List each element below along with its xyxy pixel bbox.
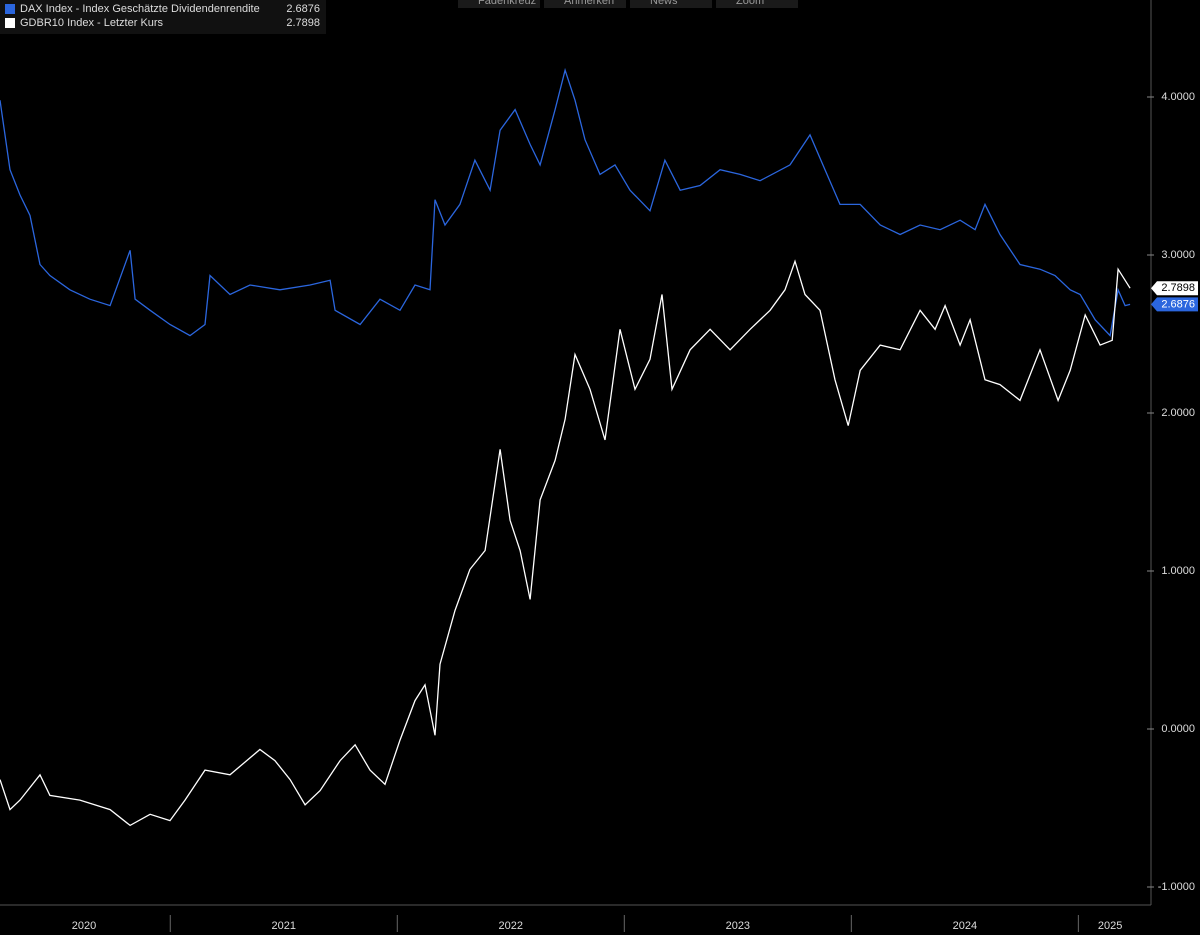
y-tick-label: -1.0000 <box>1158 881 1195 893</box>
y-tick-label: 3.0000 <box>1161 249 1195 261</box>
y-tick-label: 4.0000 <box>1161 91 1195 103</box>
legend-swatch <box>5 4 15 14</box>
legend-box <box>0 0 326 34</box>
last-value-label: 2.6876 <box>1161 298 1195 310</box>
toolbar-button[interactable] <box>630 0 712 8</box>
legend-label: GDBR10 Index - Letzter Kurs <box>20 17 164 29</box>
toolbar: Fadenkreuz Anmerken News Zoom <box>458 0 798 8</box>
y-tick-label: 0.0000 <box>1161 723 1195 735</box>
x-tick-label: 2024 <box>953 920 977 932</box>
last-value-label: 2.7898 <box>1161 282 1195 294</box>
last-value-tag <box>1151 297 1198 312</box>
legend-label: DAX Index - Index Geschätzte Dividendenr… <box>20 3 260 15</box>
legend-value: 2.6876 <box>286 3 320 15</box>
toolbar-label[interactable]: Anmerken <box>564 0 614 7</box>
toolbar-button[interactable] <box>716 0 798 8</box>
toolbar-button[interactable] <box>544 0 626 8</box>
toolbar-label[interactable]: News <box>650 0 678 7</box>
x-tick-label: 2023 <box>726 920 750 932</box>
x-tick-label: 2025 <box>1098 920 1122 932</box>
x-tick-label: 2021 <box>272 920 296 932</box>
series-line <box>0 67 1131 337</box>
y-tick-label: 1.0000 <box>1161 565 1195 577</box>
x-tick-label: 2022 <box>499 920 523 932</box>
toolbar-label[interactable]: Zoom <box>736 0 764 7</box>
y-tick-label: 2.0000 <box>1161 407 1195 419</box>
series-line <box>0 259 1131 827</box>
toolbar-button[interactable] <box>458 0 540 8</box>
legend-value: 2.7898 <box>286 17 320 29</box>
toolbar-label[interactable]: Fadenkreuz <box>478 0 536 7</box>
x-tick-label: 2020 <box>72 920 96 932</box>
legend-swatch <box>5 18 15 28</box>
last-value-tag <box>1151 281 1198 296</box>
